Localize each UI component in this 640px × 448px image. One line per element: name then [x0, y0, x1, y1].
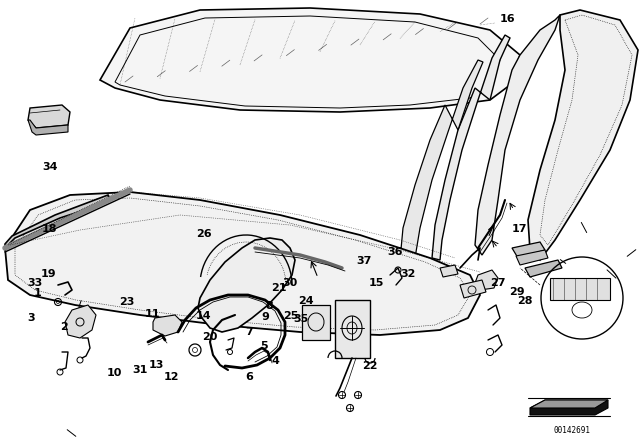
Text: 28: 28: [517, 296, 532, 306]
Polygon shape: [65, 305, 96, 338]
Polygon shape: [460, 280, 486, 298]
Text: 1: 1: [33, 289, 41, 298]
Text: 14: 14: [196, 311, 211, 321]
Text: 27: 27: [490, 278, 506, 288]
Polygon shape: [100, 8, 520, 112]
Text: 24: 24: [298, 296, 314, 306]
Text: 16: 16: [500, 14, 515, 24]
Polygon shape: [335, 300, 370, 358]
Text: 25: 25: [284, 311, 299, 321]
Text: 6: 6: [246, 372, 253, 382]
Polygon shape: [153, 315, 182, 336]
Text: 34: 34: [42, 162, 58, 172]
Polygon shape: [475, 15, 560, 255]
Text: 11: 11: [145, 310, 160, 319]
Polygon shape: [28, 120, 68, 135]
Text: 4: 4: [271, 356, 279, 366]
Polygon shape: [550, 278, 610, 300]
Polygon shape: [5, 192, 480, 335]
Polygon shape: [440, 265, 458, 277]
Text: 12: 12: [164, 372, 179, 382]
Text: 15: 15: [369, 278, 384, 288]
Text: 18: 18: [42, 224, 58, 234]
Polygon shape: [302, 305, 330, 340]
Text: 19: 19: [40, 269, 56, 279]
Polygon shape: [198, 238, 295, 332]
Text: 20: 20: [202, 332, 218, 342]
Polygon shape: [512, 242, 545, 258]
Polygon shape: [475, 270, 498, 290]
Text: 9: 9: [262, 312, 269, 322]
Text: 10: 10: [106, 368, 122, 378]
Polygon shape: [432, 35, 510, 260]
Text: 31: 31: [132, 365, 147, 375]
Text: 26: 26: [196, 229, 211, 239]
Text: 17: 17: [512, 224, 527, 234]
Text: 36: 36: [388, 247, 403, 257]
Polygon shape: [400, 60, 483, 265]
Polygon shape: [528, 10, 638, 260]
Text: 3: 3: [27, 313, 35, 323]
Text: 7: 7: [246, 327, 253, 337]
Text: 8: 8: [265, 301, 273, 310]
Polygon shape: [530, 400, 608, 408]
Text: 29: 29: [509, 287, 525, 297]
Text: 22: 22: [362, 362, 378, 371]
Text: 23: 23: [119, 297, 134, 307]
Text: 37: 37: [356, 256, 371, 266]
Text: 21: 21: [271, 283, 286, 293]
Text: 35: 35: [293, 314, 308, 324]
Polygon shape: [530, 400, 608, 415]
Text: 30: 30: [282, 278, 298, 288]
Text: 5: 5: [260, 341, 268, 351]
Text: 00142691: 00142691: [554, 426, 591, 435]
Polygon shape: [525, 260, 562, 277]
Text: 2: 2: [60, 322, 68, 332]
Polygon shape: [5, 195, 110, 248]
Text: 13: 13: [149, 360, 164, 370]
Polygon shape: [516, 250, 548, 265]
Text: 32: 32: [401, 269, 416, 279]
Text: 33: 33: [28, 278, 43, 288]
Polygon shape: [28, 105, 70, 128]
